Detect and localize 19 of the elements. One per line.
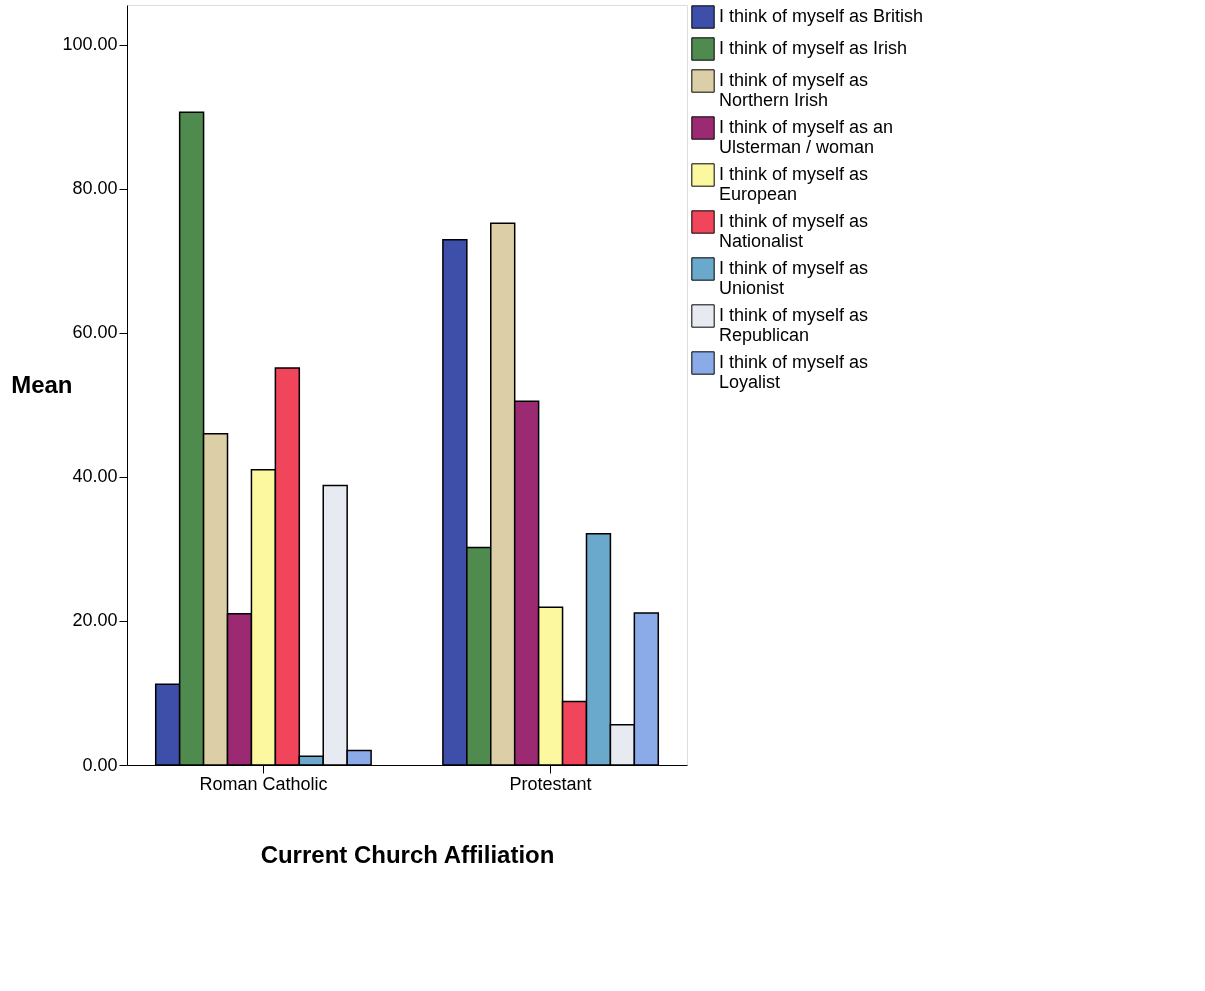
y-tick-label: 40.00 [72,466,118,487]
x-axis-title: Current Church Affiliation [260,840,555,868]
y-tick-label: 0.00 [82,754,118,775]
x-tick-label: Protestant [509,773,592,794]
legend-label: I think of myself as Northern Irish [719,70,869,110]
x-tick-label: Roman Catholic [199,773,328,794]
legend-label: I think of myself as Irish [719,38,908,58]
legend-label: I think of myself as Loyalist [719,352,869,392]
legend-label: I think of myself as Republican [719,305,869,345]
legend-label: I think of myself as Nationalist [719,211,869,251]
y-tick-label: 20.00 [72,610,118,631]
legend-label: I think of myself as an Ulsterman / woman [719,117,894,157]
y-axis-title: Mean [11,370,73,398]
legend-label: I think of myself as European [719,164,869,204]
y-tick-label: 100.00 [62,34,118,55]
legend-label: I think of myself as Unionist [719,258,869,298]
y-tick-label: 80.00 [72,178,118,199]
y-tick-label: 60.00 [72,322,118,343]
legend-label: I think of myself as British [719,6,924,26]
